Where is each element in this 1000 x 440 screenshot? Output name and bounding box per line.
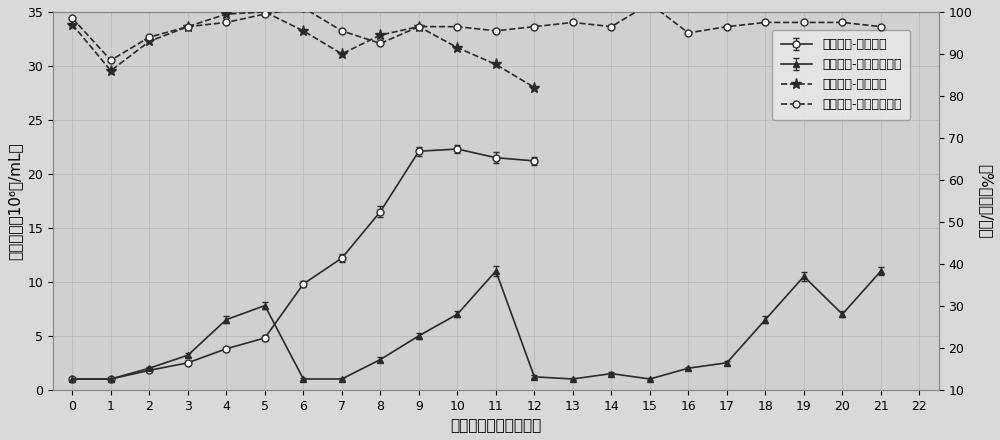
细胞活性-连续多次瞬转 <box>413 24 425 29</box>
细胞活性-连续多次瞬转 <box>759 20 771 25</box>
细胞活率-传统瞬转 <box>490 62 502 67</box>
细胞活性-连续多次瞬转 <box>798 20 810 25</box>
Legend: 细胞密度-传统瞬转, 细胞密度-连续多次瞬转, 细胞活率-传统瞬转, 细胞活性-连续多次瞬转: 细胞密度-传统瞬转, 细胞密度-连续多次瞬转, 细胞活率-传统瞬转, 细胞活性-… <box>772 29 910 120</box>
细胞活率-传统瞬转 <box>105 68 117 73</box>
细胞活性-连续多次瞬转 <box>836 20 848 25</box>
细胞活率-传统瞬转 <box>220 11 232 17</box>
细胞活率-传统瞬转 <box>528 85 540 90</box>
细胞活率-传统瞬转 <box>297 28 309 33</box>
Line: 细胞活性-连续多次瞬转: 细胞活性-连续多次瞬转 <box>69 0 884 64</box>
细胞活率-传统瞬转 <box>336 51 348 57</box>
细胞活性-连续多次瞬转 <box>220 20 232 25</box>
细胞活性-连续多次瞬转 <box>451 24 463 29</box>
细胞活性-连续多次瞬转 <box>336 28 348 33</box>
Y-axis label: 细胞密度（10⁶个/mL）: 细胞密度（10⁶个/mL） <box>7 142 22 260</box>
细胞活性-连续多次瞬转 <box>143 34 155 40</box>
细胞活率-传统瞬转 <box>143 39 155 44</box>
细胞活性-连续多次瞬转 <box>721 24 733 29</box>
细胞活性-连续多次瞬转 <box>567 20 579 25</box>
细胞活率-传统瞬转 <box>259 9 271 15</box>
Y-axis label: （%）活性/活率: （%）活性/活率 <box>978 164 993 238</box>
X-axis label: 转染后培养时间（天）: 转染后培养时间（天） <box>450 418 541 433</box>
Line: 细胞活率-传统瞬转: 细胞活率-传统瞬转 <box>67 7 540 93</box>
细胞活率-传统瞬转 <box>182 24 194 29</box>
细胞活率-传统瞬转 <box>451 45 463 50</box>
细胞活性-连续多次瞬转 <box>259 11 271 17</box>
细胞活性-连续多次瞬转 <box>297 5 309 11</box>
细胞活性-连续多次瞬转 <box>682 30 694 36</box>
细胞活性-连续多次瞬转 <box>105 58 117 63</box>
细胞活性-连续多次瞬转 <box>644 1 656 6</box>
细胞活性-连续多次瞬转 <box>528 24 540 29</box>
细胞活性-连续多次瞬转 <box>182 24 194 29</box>
细胞活性-连续多次瞬转 <box>490 28 502 33</box>
细胞活性-连续多次瞬转 <box>374 41 386 46</box>
细胞活性-连续多次瞬转 <box>605 24 617 29</box>
细胞活率-传统瞬转 <box>66 22 78 27</box>
细胞活率-传统瞬转 <box>374 33 386 38</box>
细胞活性-连续多次瞬转 <box>66 15 78 21</box>
细胞活性-连续多次瞬转 <box>875 24 887 29</box>
细胞活率-传统瞬转 <box>413 24 425 29</box>
